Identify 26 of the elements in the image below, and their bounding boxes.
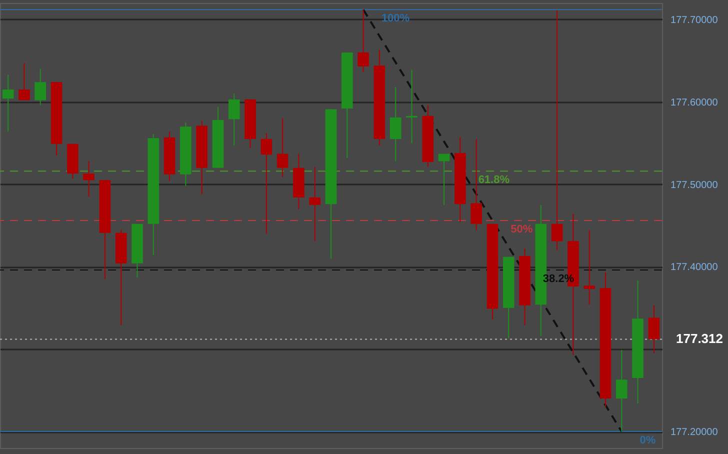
y-tick-label: 177.60000 xyxy=(670,97,718,108)
candlestick xyxy=(309,166,321,242)
candlestick xyxy=(358,9,369,73)
candlestick xyxy=(648,304,660,354)
annotation: 100% xyxy=(381,12,410,25)
candlestick xyxy=(34,68,46,106)
candlestick xyxy=(390,86,402,162)
candlestick xyxy=(2,74,14,132)
candlestick xyxy=(276,118,288,178)
y-tick-label: 177.40000 xyxy=(670,262,718,274)
annotation: 50% xyxy=(510,224,533,236)
candlestick xyxy=(406,69,418,144)
y-tick-label: 177.50000 xyxy=(670,180,718,191)
y-tick-label: 177.70000 xyxy=(670,14,718,26)
y-tick-label: 177.20000 xyxy=(670,427,718,438)
annotation: 0% xyxy=(640,434,656,447)
candlestick xyxy=(551,10,563,251)
candlestick xyxy=(438,153,450,206)
candlestick xyxy=(260,132,272,234)
candlestick xyxy=(228,93,240,146)
candlestick xyxy=(616,349,628,432)
candlestick xyxy=(584,230,595,306)
ref-line-label: 177.312 xyxy=(676,331,723,346)
annotation: 61.8% xyxy=(478,174,510,186)
candlestick xyxy=(18,62,30,101)
candlestick xyxy=(83,160,94,198)
